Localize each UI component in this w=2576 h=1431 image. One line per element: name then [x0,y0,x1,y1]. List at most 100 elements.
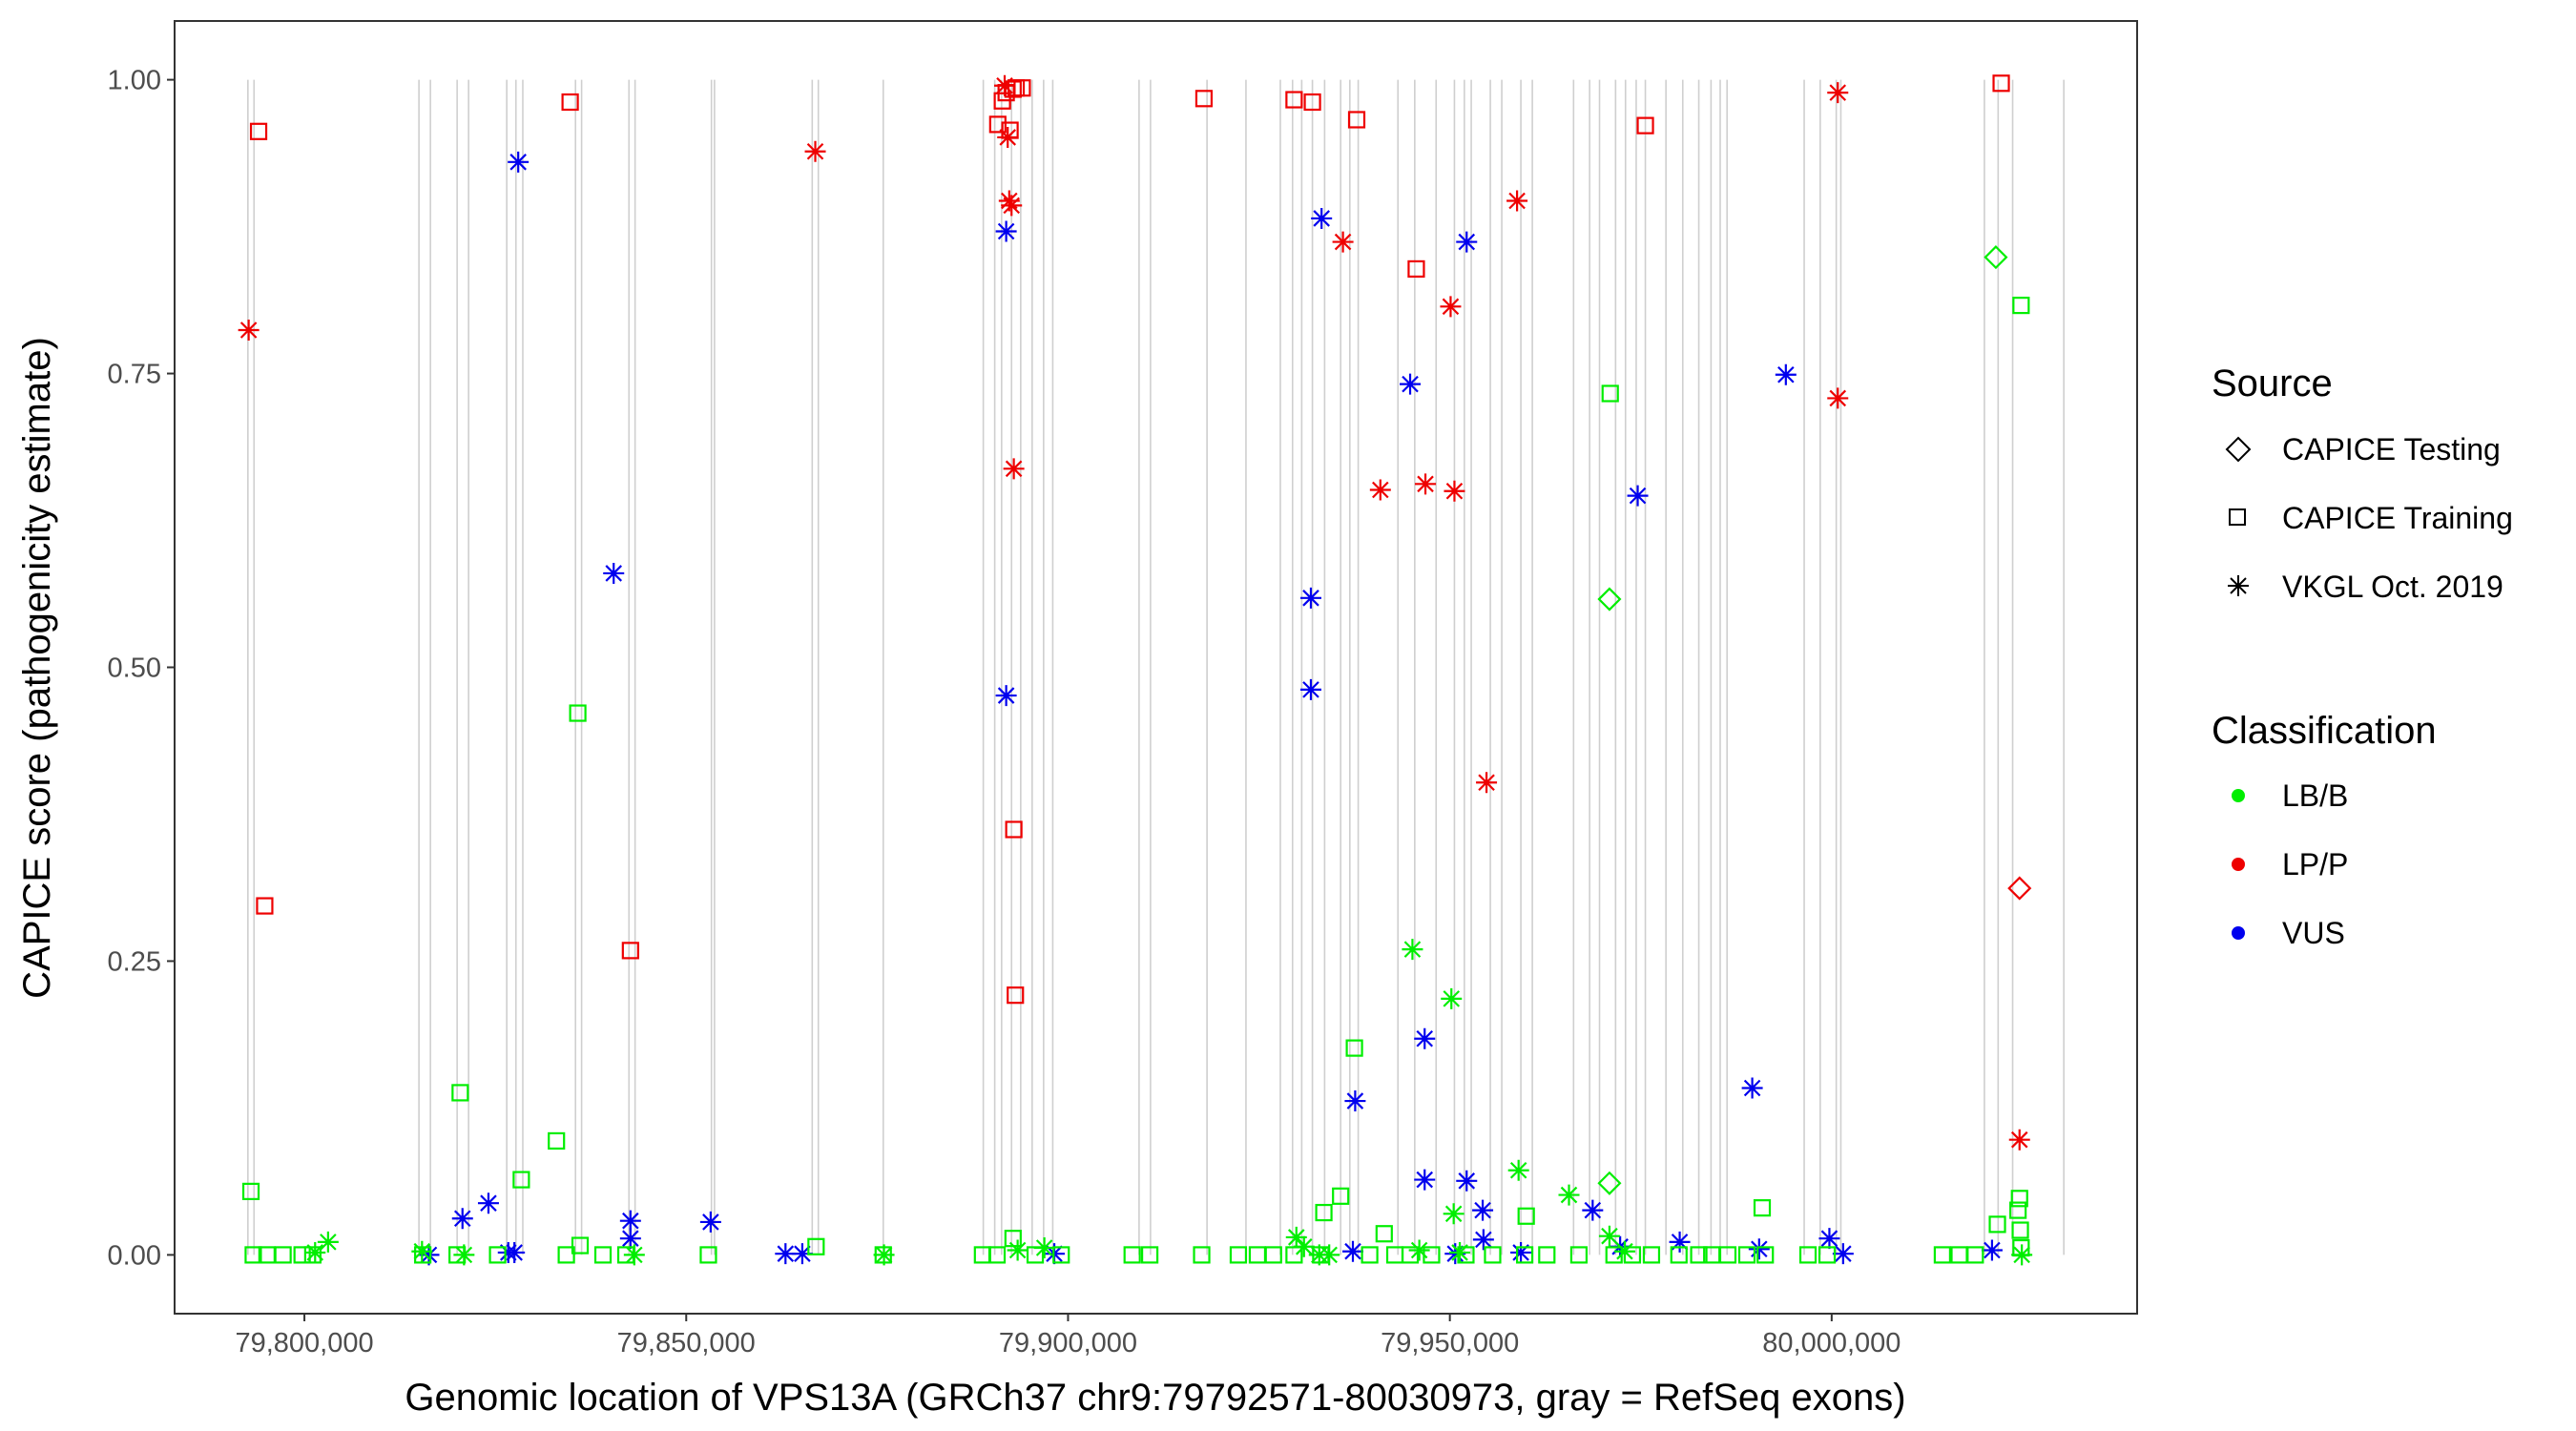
asterisk-point [1775,363,1797,385]
square-point [571,1236,590,1255]
asterisk-point [1981,1239,2003,1261]
vus-dot-icon [2232,926,2245,940]
square-point [1538,1246,1556,1264]
square-point [1007,986,1025,1005]
asterisk-point [411,1240,433,1262]
asterisk-point [1441,987,1463,1009]
asterisk-point [1285,1226,1307,1248]
asterisk-point [619,1210,641,1232]
asterisk-point [1476,772,1498,794]
asterisk-point [1414,1027,1436,1049]
asterisk-point [1832,1243,1854,1265]
square-point [1642,1246,1661,1264]
data-points [238,74,2033,1266]
square-point [1315,1203,1333,1222]
legend-class-label: VUS [2282,916,2345,950]
diamond-point [2007,876,2032,901]
asterisk-point [238,319,260,341]
legend-source-entry: CAPICE Training [2229,501,2513,535]
legend-source-entry: VKGL Oct. 2019 [2228,570,2503,604]
asterisk-point [995,220,1017,242]
square-point [569,704,587,722]
square-point [1140,1246,1159,1264]
asterisk-point [1293,1235,1315,1257]
square-point [1798,1246,1818,1264]
asterisk-point [1369,479,1391,501]
square-point [249,122,268,140]
square-point [1123,1246,1141,1264]
asterisk-point [1613,1240,1635,1262]
square-point [1052,1246,1070,1264]
asterisk-point [791,1243,813,1265]
legend-source-label: VKGL Oct. 2019 [2282,570,2503,604]
asterisk-point [998,190,1020,212]
square-point [2009,1201,2027,1219]
y-axis-title: CAPICE score (pathogenicity estimate) [16,337,58,999]
square-point [1601,384,1619,403]
y-tick-label: 0.75 [108,360,161,390]
legend-source-title: Source [2212,363,2333,404]
asterisk-point [619,1228,641,1250]
square-point [1375,1225,1393,1243]
square-point [241,1182,260,1200]
asterisk-point [1506,190,1528,212]
y-tick-label: 1.00 [108,66,161,96]
asterisk-point [304,1241,326,1263]
asterisk-point [1443,1203,1465,1225]
asterisk-point [1311,207,1333,229]
asterisk-point [1582,1199,1604,1221]
square-point [1193,1246,1211,1264]
asterisk-point [603,562,625,584]
square-point [557,1246,575,1264]
asterisk-point [1033,1237,1055,1259]
square-point [2010,1190,2028,1208]
square-point [1407,259,1425,279]
asterisk-point [508,151,530,173]
asterisk-icon [2228,575,2249,596]
square-point [1569,1246,1589,1264]
square-point [512,1171,530,1189]
square-point [1690,1246,1708,1264]
square-point [1636,116,1654,135]
legend-source-label: CAPICE Training [2282,501,2513,535]
square-point [1988,1215,2006,1234]
asterisk-point [1818,1228,1840,1250]
legend-class-entry: VUS [2232,916,2345,950]
square-point [1013,79,1031,97]
asterisk-point [1319,1244,1340,1266]
square-point [1264,1246,1282,1264]
asterisk-point [1449,1241,1471,1263]
square-point [488,1246,507,1264]
asterisk-point [804,140,826,162]
square-point [1992,74,2010,93]
legend-class-entry: LB/B [2232,778,2348,813]
square-point [1195,90,1214,108]
x-tick-label: 79,800,000 [235,1328,373,1358]
asterisk-point [1558,1184,1580,1206]
asterisk-point [1827,387,1849,409]
asterisk-point [1456,231,1478,253]
y-tick-label: 0.50 [108,653,161,684]
square-point [1753,1199,1772,1217]
square-point [1484,1246,1502,1264]
x-tick-label: 80,000,000 [1762,1328,1901,1358]
asterisk-point [2008,1129,2030,1151]
asterisk-point [477,1192,499,1214]
square-point [274,1246,292,1264]
asterisk-point [1444,480,1465,502]
square-point [1347,111,1366,129]
square-point [1303,93,1321,112]
asterisk-point [451,1208,473,1230]
asterisk-point [995,685,1017,707]
asterisk-point [1741,1077,1763,1099]
square-point [1756,1246,1775,1264]
asterisk-point [453,1244,475,1266]
square-point [987,1246,1007,1264]
diamond-point [1597,1171,1622,1195]
asterisk-point [1414,1169,1436,1191]
asterisk-point [1440,296,1462,318]
asterisk-point [1507,1159,1529,1181]
square-point [451,1084,469,1102]
square-point [1718,1246,1737,1264]
